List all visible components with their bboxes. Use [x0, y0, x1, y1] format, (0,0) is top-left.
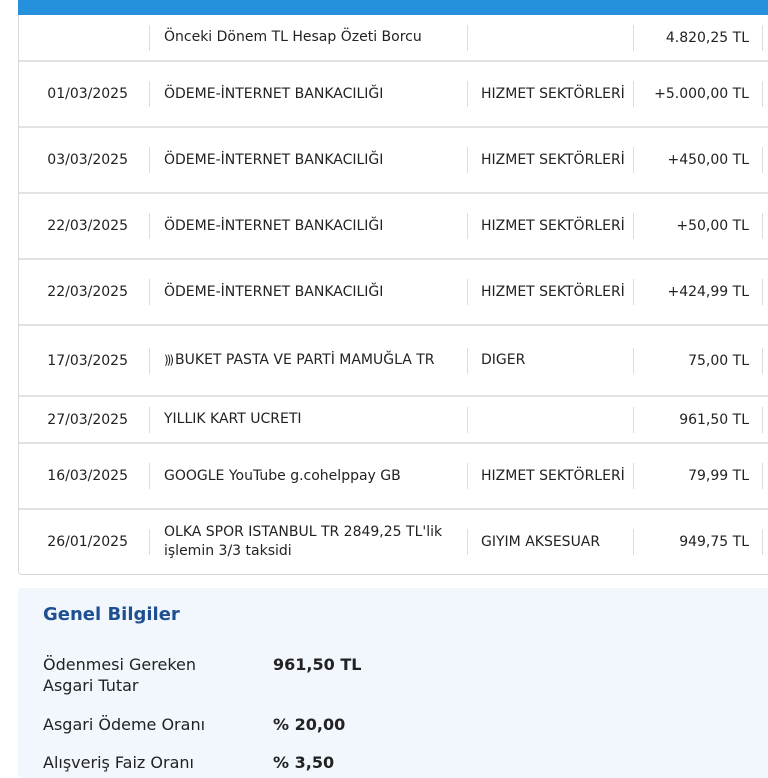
date-cell: 27/03/2025	[47, 411, 128, 428]
table-row[interactable]: 26/01/2025 OLKA SPOR ISTANBUL TR 2849,25…	[19, 510, 768, 574]
description-cell: ÖDEME-İNTERNET BANKACILIĞI	[164, 85, 384, 102]
divider	[149, 213, 150, 239]
description-cell: ))) BUKET PASTA VE PARTİ MAMUĞLA TR	[164, 326, 454, 395]
divider	[762, 347, 763, 374]
date-cell	[19, 15, 128, 60]
date-cell: 22/03/2025	[47, 218, 128, 234]
table-row[interactable]: 17/03/2025 ))) BUKET PASTA VE PARTİ MAMUĞ…	[19, 326, 768, 397]
transactions-table: Önceki Dönem TL Hesap Özeti Borcu 4.820,…	[18, 15, 768, 575]
description-cell: ÖDEME-İNTERNET BANKACILIĞI	[164, 217, 384, 234]
divider	[467, 529, 468, 555]
table-row[interactable]: 03/03/2025 ÖDEME-İNTERNET BANKACILIĞI HI…	[19, 128, 768, 194]
description-cell: OLKA SPOR ISTANBUL TR 2849,25 TL'lik işl…	[164, 524, 443, 559]
info-label: Ödenmesi Gereken Asgari Tutar	[43, 655, 197, 695]
divider	[633, 463, 634, 489]
description-cell: ÖDEME-İNTERNET BANKACILIĞI	[164, 151, 384, 168]
amount-cell: 75,00 TL	[688, 352, 749, 369]
divider	[149, 24, 150, 51]
category-cell: HIZMET SEKTÖRLERİ	[481, 85, 625, 102]
info-label: Asgari Ödeme Oranı	[43, 715, 206, 734]
divider	[633, 529, 634, 555]
date-cell: 16/03/2025	[47, 468, 128, 484]
table-row[interactable]: 16/03/2025 GOOGLE YouTube g.cohelppay GB…	[19, 444, 768, 510]
divider	[467, 406, 468, 433]
amount-cell: +424,99 TL	[667, 284, 749, 300]
general-info-panel: Genel Bilgiler Ödenmesi Gereken Asgari T…	[18, 588, 768, 778]
divider	[633, 81, 634, 107]
table-row[interactable]: Önceki Dönem TL Hesap Özeti Borcu 4.820,…	[19, 15, 768, 62]
divider	[467, 81, 468, 107]
amount-cell: +5.000,00 TL	[654, 86, 749, 102]
divider	[762, 24, 763, 51]
amount-cell: 949,75 TL	[679, 534, 749, 550]
contactless-icon: )))	[164, 353, 174, 367]
table-row[interactable]: 22/03/2025 ÖDEME-İNTERNET BANKACILIĞI HI…	[19, 260, 768, 326]
category-cell	[481, 397, 631, 442]
divider	[762, 463, 763, 489]
divider	[149, 147, 150, 173]
category-cell: HIZMET SEKTÖRLERİ	[481, 217, 625, 234]
description-text: BUKET PASTA VE PARTİ MAMUĞLA TR	[175, 352, 435, 368]
divider	[467, 463, 468, 489]
info-value: 961,50 TL	[273, 655, 362, 674]
category-cell: HIZMET SEKTÖRLERİ	[481, 151, 625, 168]
divider	[633, 406, 634, 433]
category-cell: GIYIM AKSESUAR	[481, 533, 601, 550]
amount-cell: 79,99 TL	[688, 468, 749, 484]
divider	[633, 279, 634, 305]
info-value: % 20,00	[273, 715, 346, 734]
description-cell: Önceki Dönem TL Hesap Özeti Borcu	[164, 29, 422, 45]
category-cell: HIZMET SEKTÖRLERİ	[481, 467, 625, 484]
date-cell: 17/03/2025	[47, 352, 128, 369]
divider	[467, 347, 468, 374]
description-cell: YILLIK KART UCRETI	[164, 411, 302, 427]
divider	[467, 147, 468, 173]
divider	[762, 529, 763, 555]
divider	[762, 81, 763, 107]
table-row[interactable]: 22/03/2025 ÖDEME-İNTERNET BANKACILIĞI HI…	[19, 194, 768, 260]
divider	[467, 24, 468, 51]
date-cell: 22/03/2025	[47, 284, 128, 300]
description-cell: ÖDEME-İNTERNET BANKACILIĞI	[164, 283, 384, 300]
category-cell: DIGER	[481, 352, 526, 368]
divider	[149, 529, 150, 555]
amount-cell: +450,00 TL	[667, 152, 749, 168]
divider	[467, 279, 468, 305]
divider	[149, 347, 150, 374]
divider	[633, 147, 634, 173]
info-value: % 3,50	[273, 753, 335, 772]
divider	[149, 81, 150, 107]
category-cell: HIZMET SEKTÖRLERİ	[481, 283, 625, 300]
divider	[467, 213, 468, 239]
table-row[interactable]: 27/03/2025 YILLIK KART UCRETI 961,50 TL	[19, 397, 768, 444]
date-cell: 26/01/2025	[47, 534, 128, 550]
divider	[762, 147, 763, 173]
date-cell: 03/03/2025	[47, 152, 128, 168]
divider	[633, 24, 634, 51]
amount-cell: +50,00 TL	[676, 218, 749, 234]
table-header-bar	[18, 0, 768, 15]
divider	[149, 279, 150, 305]
description-cell: GOOGLE YouTube g.cohelppay GB	[164, 467, 401, 484]
panel-title: Genel Bilgiler	[43, 604, 180, 625]
amount-cell: 961,50 TL	[679, 411, 749, 428]
table-row[interactable]: 01/03/2025 ÖDEME-İNTERNET BANKACILIĞI HI…	[19, 62, 768, 128]
amount-cell: 4.820,25 TL	[665, 29, 749, 46]
divider	[149, 463, 150, 489]
divider	[762, 213, 763, 239]
category-cell	[481, 15, 631, 60]
info-label: Alışveriş Faiz Oranı	[43, 753, 194, 772]
divider	[633, 213, 634, 239]
divider	[149, 406, 150, 433]
divider	[762, 279, 763, 305]
divider	[762, 406, 763, 433]
date-cell: 01/03/2025	[47, 86, 128, 102]
divider	[633, 347, 634, 374]
